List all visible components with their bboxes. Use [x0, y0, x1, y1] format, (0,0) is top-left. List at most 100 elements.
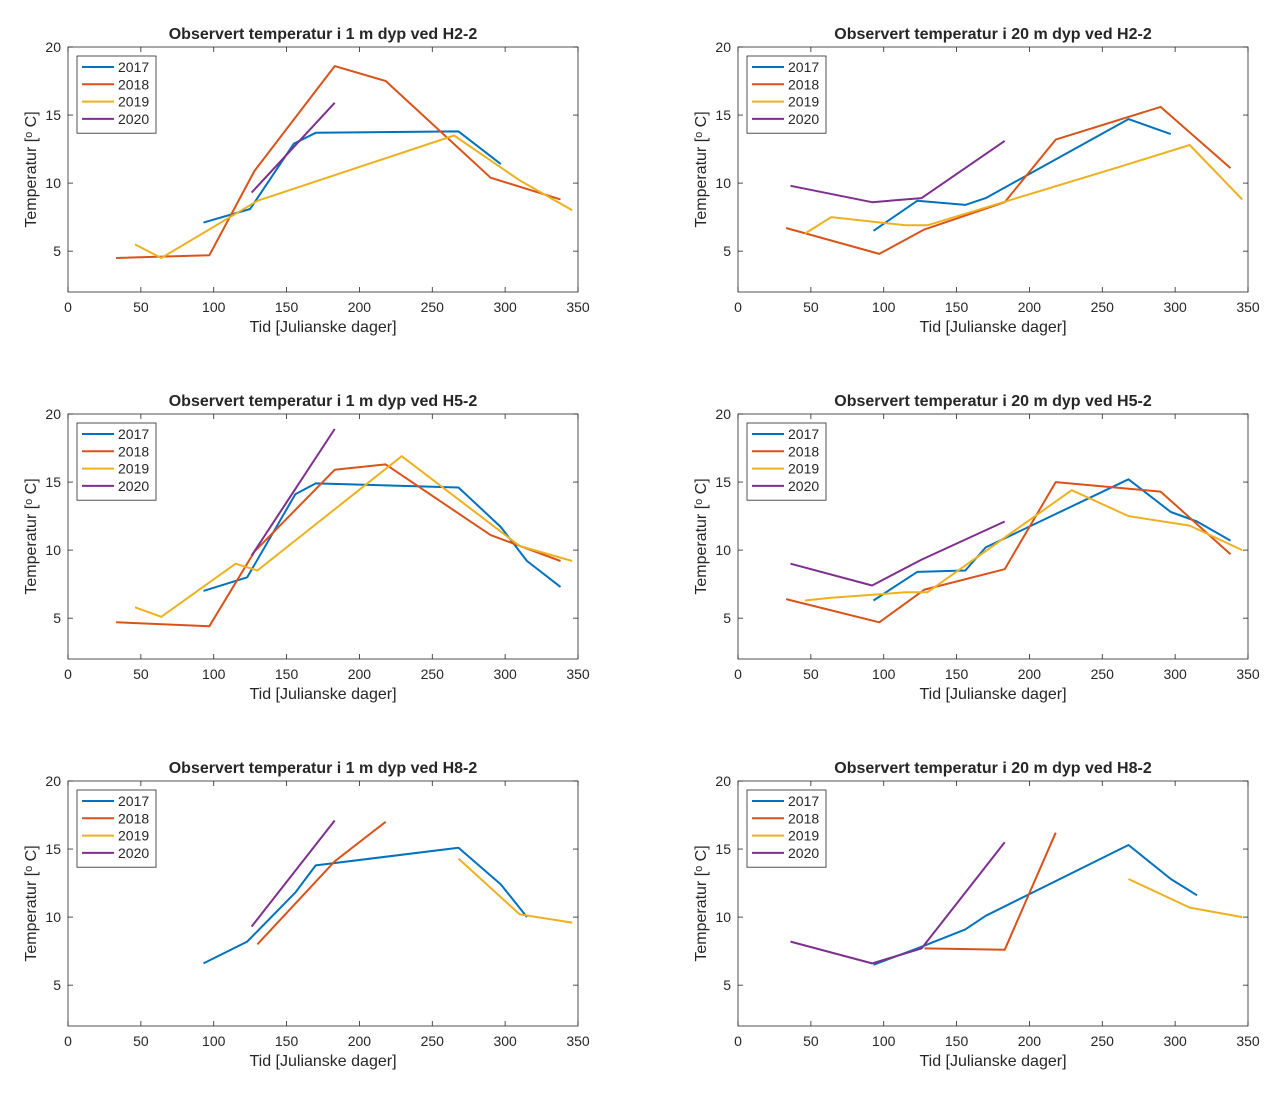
y-axis-label: Temperatur [ᵒ C]	[693, 478, 710, 594]
y-tick-label: 5	[723, 610, 731, 626]
legend-label-2018: 2018	[788, 443, 819, 459]
y-tick-label: 15	[715, 474, 731, 490]
x-tick-label: 0	[64, 299, 72, 315]
legend-label-2017: 2017	[788, 59, 819, 75]
chart-panel-4: 0 50 100 150 200 250 300 350 5 10 15 20 Observert te…	[693, 393, 1260, 703]
y-tick-label: 20	[715, 39, 731, 55]
series-line-2017	[203, 846, 528, 965]
legend-label-2020: 2020	[788, 111, 819, 127]
chart-panel-3: 0 50 100 150 200 250 300 350 5 10 15 20 Observert te…	[23, 393, 590, 703]
x-tick-label: 150	[275, 666, 299, 682]
series-line-2019	[457, 857, 573, 924]
series-line-2020	[790, 520, 1006, 587]
chart-title: Observert temperatur i 1 m dyp ved H2-2	[169, 26, 478, 43]
y-tick-label: 5	[723, 243, 731, 259]
legend-label-2020: 2020	[788, 845, 819, 861]
x-tick-label: 100	[872, 666, 896, 682]
x-axis-label: Tid [Julianske dager]	[249, 1053, 396, 1070]
legend-label-2019: 2019	[118, 828, 149, 844]
series-line-2019	[134, 455, 573, 618]
y-tick-label: 10	[45, 175, 61, 191]
legend-label-2018: 2018	[118, 76, 149, 92]
x-tick-label: 200	[1018, 299, 1042, 315]
chart-panel-1: 0 50 100 150 200 250 300 350 5 10 15 20 Observert te…	[23, 26, 590, 336]
x-tick-label: 0	[734, 299, 742, 315]
y-tick-label: 5	[53, 610, 61, 626]
x-tick-label: 200	[348, 299, 372, 315]
legend-label-2019: 2019	[118, 94, 149, 110]
legend-label-2019: 2019	[118, 461, 149, 477]
y-tick-label: 10	[715, 909, 731, 925]
x-tick-label: 200	[1018, 666, 1042, 682]
y-axis-label: Temperatur [ᵒ C]	[23, 478, 40, 594]
legend-label-2018: 2018	[118, 443, 149, 459]
x-tick-label: 200	[348, 666, 372, 682]
series-line-2020	[250, 102, 336, 194]
legend-label-2017: 2017	[788, 793, 819, 809]
x-axis-label: Tid [Julianske dager]	[249, 686, 396, 703]
legend-label-2019: 2019	[788, 94, 819, 110]
x-tick-label: 50	[803, 1033, 819, 1049]
series-line-2018	[116, 463, 561, 628]
y-tick-label: 15	[45, 474, 61, 490]
x-tick-label: 150	[945, 666, 969, 682]
chart-panel-5: 0 50 100 150 200 250 300 350 5 10 15 20 Observert te…	[23, 760, 590, 1070]
x-tick-label: 350	[1236, 1033, 1260, 1049]
series-line-2020	[790, 841, 1006, 965]
x-tick-label: 350	[566, 299, 590, 315]
y-tick-label: 15	[45, 841, 61, 857]
series-line-2017	[873, 844, 1198, 966]
legend-box	[746, 55, 827, 134]
x-tick-label: 200	[1018, 1033, 1042, 1049]
x-tick-label: 300	[493, 1033, 517, 1049]
legend-label-2018: 2018	[788, 810, 819, 826]
x-tick-label: 100	[872, 299, 896, 315]
x-tick-label: 50	[803, 299, 819, 315]
x-tick-label: 300	[1163, 299, 1187, 315]
x-tick-label: 250	[1091, 299, 1115, 315]
x-axis-label: Tid [Julianske dager]	[919, 686, 1066, 703]
y-tick-label: 5	[53, 977, 61, 993]
legend-label-2019: 2019	[788, 828, 819, 844]
x-tick-label: 200	[348, 1033, 372, 1049]
x-tick-label: 50	[803, 666, 819, 682]
series-line-2020	[790, 140, 1006, 204]
chart-title: Observert temperatur i 1 m dyp ved H5-2	[169, 393, 478, 410]
chart-title: Observert temperatur i 20 m dyp ved H5-2	[834, 393, 1152, 410]
x-axis-label: Tid [Julianske dager]	[919, 319, 1066, 336]
x-tick-label: 100	[202, 666, 226, 682]
x-tick-label: 350	[566, 1033, 590, 1049]
x-tick-label: 300	[1163, 1033, 1187, 1049]
chart-title: Observert temperatur i 1 m dyp ved H8-2	[169, 760, 478, 777]
series-line-2019	[804, 144, 1243, 235]
x-tick-label: 250	[1091, 666, 1115, 682]
y-tick-label: 5	[723, 977, 731, 993]
y-tick-label: 10	[45, 909, 61, 925]
x-tick-label: 150	[275, 299, 299, 315]
legend-box	[76, 422, 157, 501]
chart-title: Observert temperatur i 20 m dyp ved H8-2	[834, 760, 1152, 777]
y-tick-label: 10	[715, 175, 731, 191]
y-tick-label: 10	[45, 542, 61, 558]
legend-label-2020: 2020	[118, 845, 149, 861]
legend-label-2017: 2017	[118, 426, 149, 442]
x-tick-label: 100	[202, 1033, 226, 1049]
x-tick-label: 50	[133, 299, 149, 315]
legend-label-2020: 2020	[788, 478, 819, 494]
series-line-2017	[872, 118, 1172, 232]
legend-label-2018: 2018	[788, 76, 819, 92]
chart-panel-6: 0 50 100 150 200 250 300 350 5 10 15 20 Observert te…	[693, 760, 1260, 1070]
chart-title: Observert temperatur i 20 m dyp ved H2-2	[834, 26, 1152, 43]
x-tick-label: 250	[421, 1033, 445, 1049]
x-tick-label: 0	[64, 666, 72, 682]
legend-box	[746, 789, 827, 868]
y-axis-label: Temperatur [ᵒ C]	[693, 111, 710, 227]
y-tick-label: 15	[715, 107, 731, 123]
x-tick-label: 150	[275, 1033, 299, 1049]
legend-label-2020: 2020	[118, 478, 149, 494]
y-tick-label: 10	[715, 542, 731, 558]
